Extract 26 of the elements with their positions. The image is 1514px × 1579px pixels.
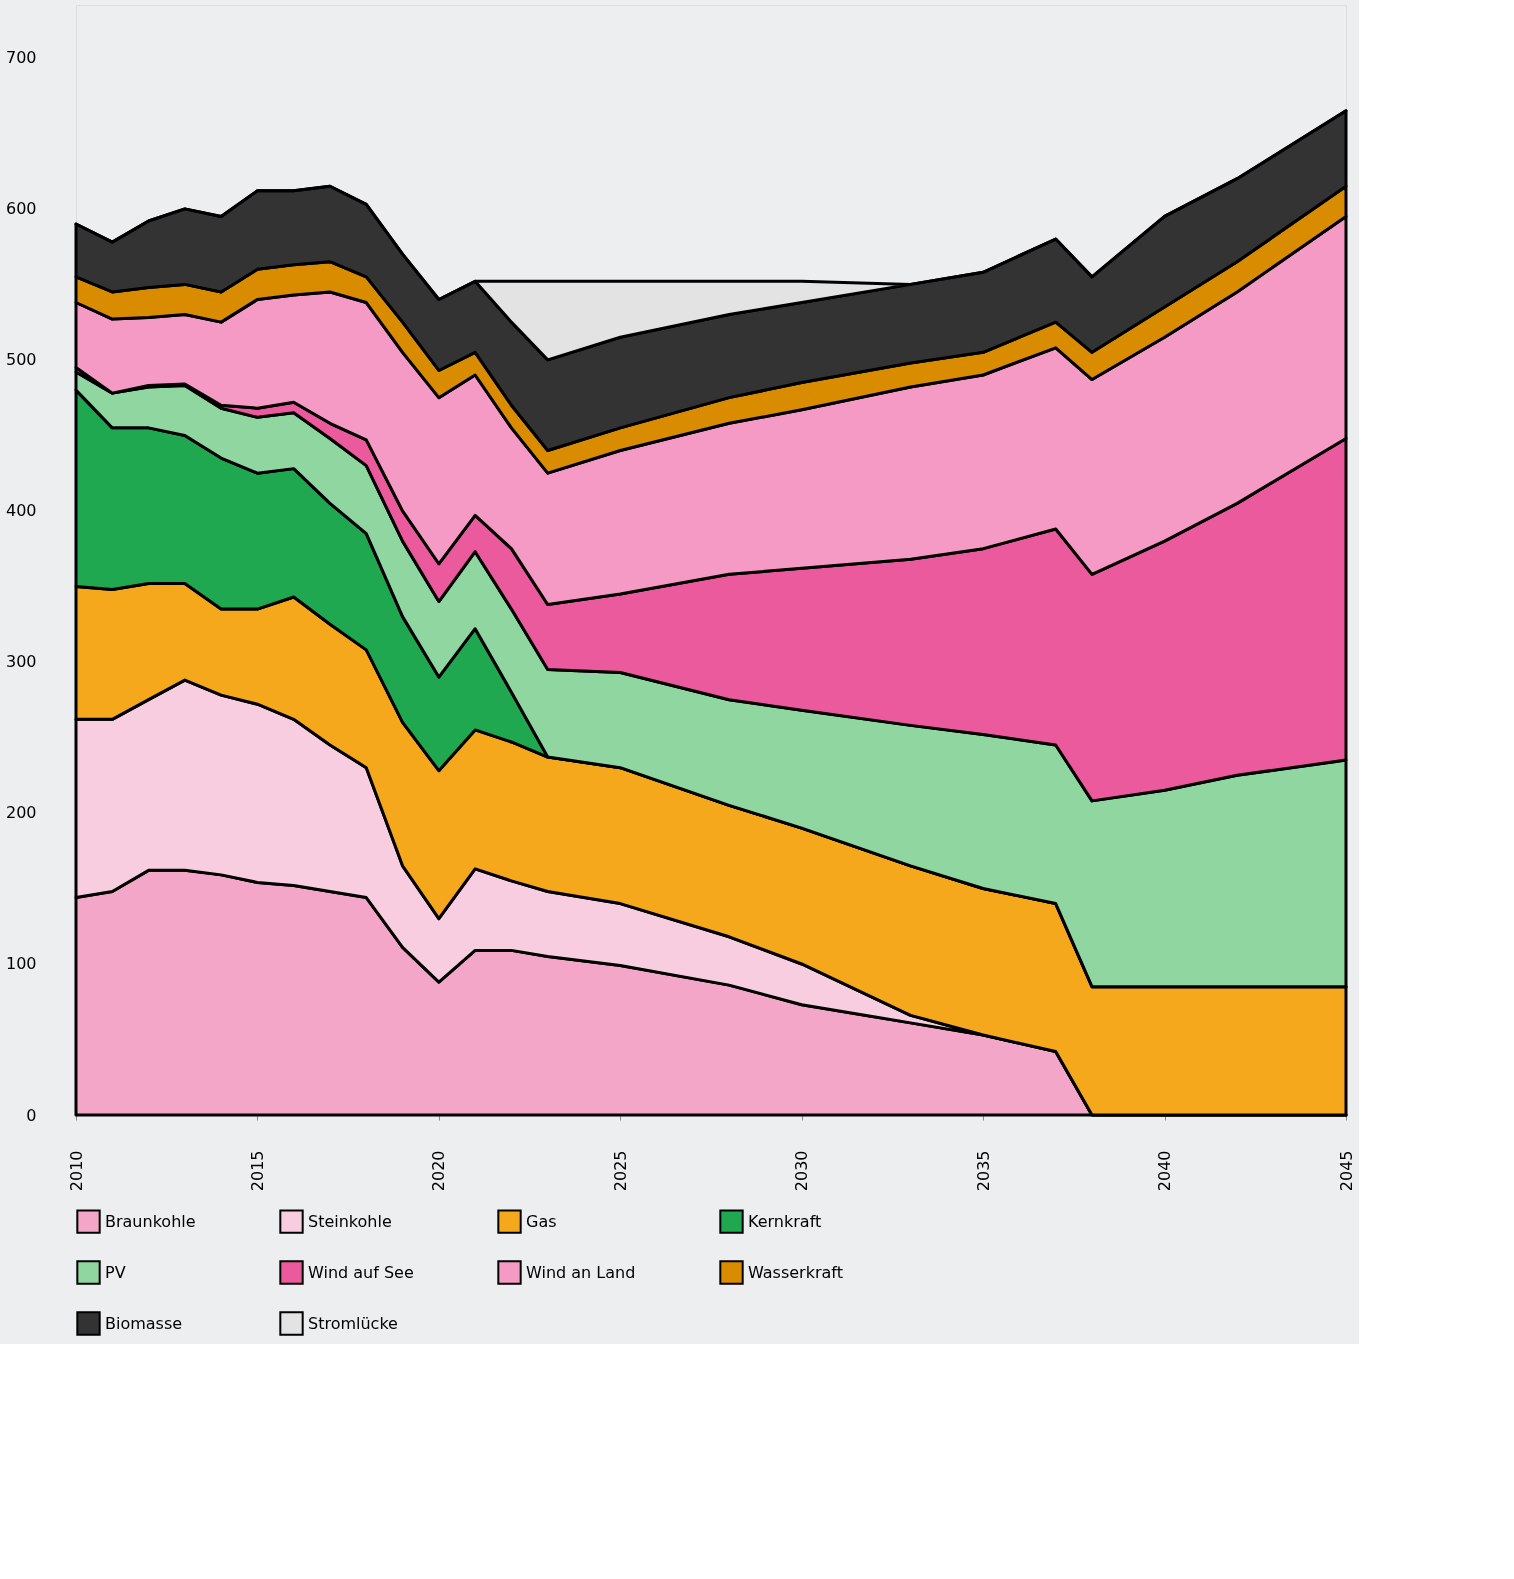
legend-label: Wind auf See: [308, 1262, 414, 1282]
y-tick-label: 400: [5, 501, 37, 521]
legend-label: Steinkohle: [308, 1211, 392, 1231]
legend-label: Gas: [526, 1211, 557, 1231]
y-tick-label: 600: [5, 199, 37, 219]
y-tick-label: 700: [5, 48, 37, 68]
x-tick-label: 2015: [247, 1150, 267, 1192]
x-tick-label: 2030: [792, 1150, 812, 1192]
x-tick-label: 2035: [973, 1150, 993, 1192]
legend-label: Wind an Land: [526, 1262, 636, 1282]
y-tick-label: 200: [5, 803, 37, 823]
y-tick-label: 100: [5, 954, 37, 974]
y-tick-label: 500: [5, 350, 37, 370]
x-tick-label: 2040: [1155, 1150, 1175, 1192]
legend-label: Braunkohle: [105, 1211, 196, 1231]
legend-label: Wasserkraft: [748, 1262, 843, 1282]
legend-label: Stromlücke: [308, 1313, 398, 1333]
x-tick-label: 2010: [66, 1150, 86, 1192]
x-tick-label: 2045: [1336, 1150, 1356, 1192]
y-tick-label: 300: [5, 652, 37, 672]
legend-label: Kernkraft: [748, 1211, 822, 1231]
legend-label: Biomasse: [105, 1313, 183, 1333]
legend-label: PV: [105, 1262, 126, 1282]
x-tick-label: 2025: [610, 1150, 630, 1192]
x-tick-label: 2020: [429, 1150, 449, 1192]
y-tick-label: 0: [26, 1105, 37, 1125]
